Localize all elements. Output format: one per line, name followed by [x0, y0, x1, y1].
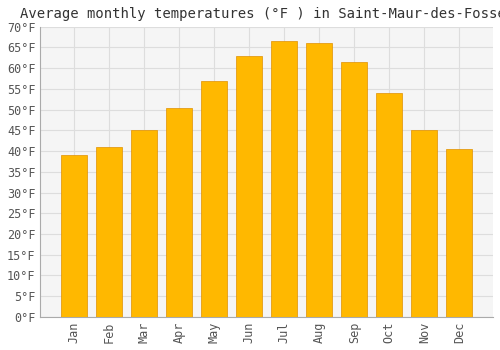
Bar	[411, 130, 438, 317]
Bar	[341, 62, 367, 317]
Bar	[236, 56, 262, 317]
Title: Average monthly temperatures (°F ) in Saint-Maur-des-Fossés: Average monthly temperatures (°F ) in Sa…	[20, 7, 500, 21]
Bar	[446, 149, 472, 317]
Bar	[166, 107, 192, 317]
Bar	[306, 43, 332, 317]
Bar	[131, 130, 157, 317]
Bar	[61, 155, 87, 317]
Bar	[376, 93, 402, 317]
Bar	[271, 41, 297, 317]
Bar	[96, 147, 122, 317]
Bar	[201, 80, 228, 317]
